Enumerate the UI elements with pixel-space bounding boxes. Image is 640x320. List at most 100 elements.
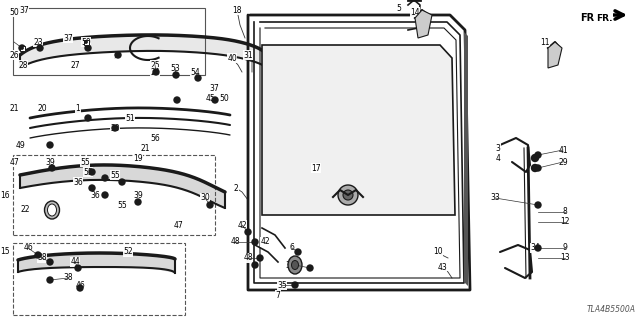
- Ellipse shape: [291, 260, 298, 269]
- Text: 48: 48: [230, 237, 240, 246]
- Circle shape: [195, 75, 201, 81]
- Circle shape: [207, 202, 213, 208]
- Text: 55: 55: [110, 171, 120, 180]
- Circle shape: [115, 52, 121, 58]
- Text: 11: 11: [540, 37, 550, 46]
- Circle shape: [531, 155, 538, 162]
- Text: 50: 50: [219, 93, 229, 102]
- Text: 53: 53: [170, 63, 180, 73]
- Circle shape: [338, 185, 358, 205]
- Circle shape: [35, 252, 41, 258]
- Circle shape: [19, 45, 25, 51]
- Text: 18: 18: [232, 5, 242, 14]
- Text: 41: 41: [558, 146, 568, 155]
- Text: 7: 7: [276, 291, 280, 300]
- Text: 39: 39: [133, 190, 143, 199]
- Text: 42: 42: [237, 220, 247, 229]
- Text: 8: 8: [563, 207, 568, 217]
- Text: 5: 5: [397, 4, 401, 12]
- Text: 3: 3: [495, 143, 500, 153]
- Text: 26: 26: [9, 51, 19, 60]
- Text: 38: 38: [63, 274, 73, 283]
- Text: 4: 4: [495, 154, 500, 163]
- Text: 17: 17: [311, 164, 321, 172]
- Circle shape: [102, 192, 108, 198]
- Text: 52: 52: [123, 247, 133, 257]
- Text: 9: 9: [563, 244, 568, 252]
- Text: 43: 43: [437, 263, 447, 273]
- Text: 50: 50: [81, 37, 91, 46]
- Bar: [13, 243, 185, 315]
- Circle shape: [77, 285, 83, 291]
- Circle shape: [245, 229, 251, 235]
- Text: 46: 46: [23, 244, 33, 252]
- Text: 27: 27: [70, 60, 80, 69]
- Text: 31: 31: [243, 51, 253, 60]
- Circle shape: [37, 45, 43, 51]
- Circle shape: [47, 259, 53, 265]
- Text: 15: 15: [0, 247, 10, 257]
- Text: 6: 6: [289, 244, 294, 252]
- Circle shape: [47, 142, 53, 148]
- Polygon shape: [548, 42, 562, 68]
- Circle shape: [75, 265, 81, 271]
- Circle shape: [257, 255, 263, 261]
- Circle shape: [535, 165, 541, 171]
- Text: 46: 46: [75, 281, 85, 290]
- Text: 21: 21: [140, 143, 150, 153]
- Circle shape: [153, 69, 159, 75]
- Circle shape: [173, 72, 179, 78]
- Text: 51: 51: [125, 114, 135, 123]
- Text: 23: 23: [33, 37, 43, 46]
- Text: 49: 49: [15, 140, 25, 149]
- Text: 42: 42: [260, 237, 270, 246]
- Circle shape: [252, 262, 258, 268]
- Text: 50: 50: [9, 7, 19, 17]
- Polygon shape: [415, 10, 432, 38]
- Text: 34: 34: [530, 244, 540, 252]
- Text: 55: 55: [83, 167, 93, 177]
- Bar: [83, 39, 88, 44]
- Text: 38: 38: [37, 253, 47, 262]
- Circle shape: [174, 97, 180, 103]
- Circle shape: [89, 169, 95, 175]
- Text: 32: 32: [285, 260, 295, 269]
- Text: 47: 47: [9, 157, 19, 166]
- Circle shape: [85, 115, 91, 121]
- Ellipse shape: [288, 256, 302, 274]
- Text: FR.: FR.: [580, 13, 598, 23]
- Text: 37: 37: [19, 5, 29, 14]
- Text: 19: 19: [133, 154, 143, 163]
- Text: 14: 14: [410, 7, 420, 17]
- Polygon shape: [18, 253, 175, 273]
- Text: 25: 25: [150, 60, 160, 69]
- Text: 35: 35: [277, 281, 287, 290]
- Text: 45: 45: [205, 93, 215, 102]
- Ellipse shape: [45, 201, 60, 219]
- Circle shape: [102, 175, 108, 181]
- Text: 47: 47: [173, 220, 183, 229]
- Text: 55: 55: [117, 201, 127, 210]
- Text: 13: 13: [560, 253, 570, 262]
- Text: 55: 55: [80, 157, 90, 166]
- Text: 37: 37: [209, 84, 219, 92]
- Text: 20: 20: [110, 124, 120, 132]
- Text: 21: 21: [9, 103, 19, 113]
- Circle shape: [47, 277, 53, 283]
- Circle shape: [49, 165, 55, 171]
- Bar: [13, 8, 205, 75]
- Polygon shape: [464, 32, 468, 286]
- Circle shape: [89, 185, 95, 191]
- Circle shape: [112, 125, 118, 131]
- Polygon shape: [262, 45, 455, 215]
- Text: 39: 39: [45, 157, 55, 166]
- Text: 33: 33: [490, 194, 500, 203]
- Text: FR.: FR.: [596, 13, 612, 22]
- Ellipse shape: [47, 204, 56, 216]
- Text: 29: 29: [558, 157, 568, 166]
- Text: 1: 1: [76, 103, 81, 113]
- Text: 37: 37: [63, 34, 73, 43]
- Text: TLA4B5500A: TLA4B5500A: [587, 305, 636, 314]
- Text: 30: 30: [200, 194, 210, 203]
- Circle shape: [295, 249, 301, 255]
